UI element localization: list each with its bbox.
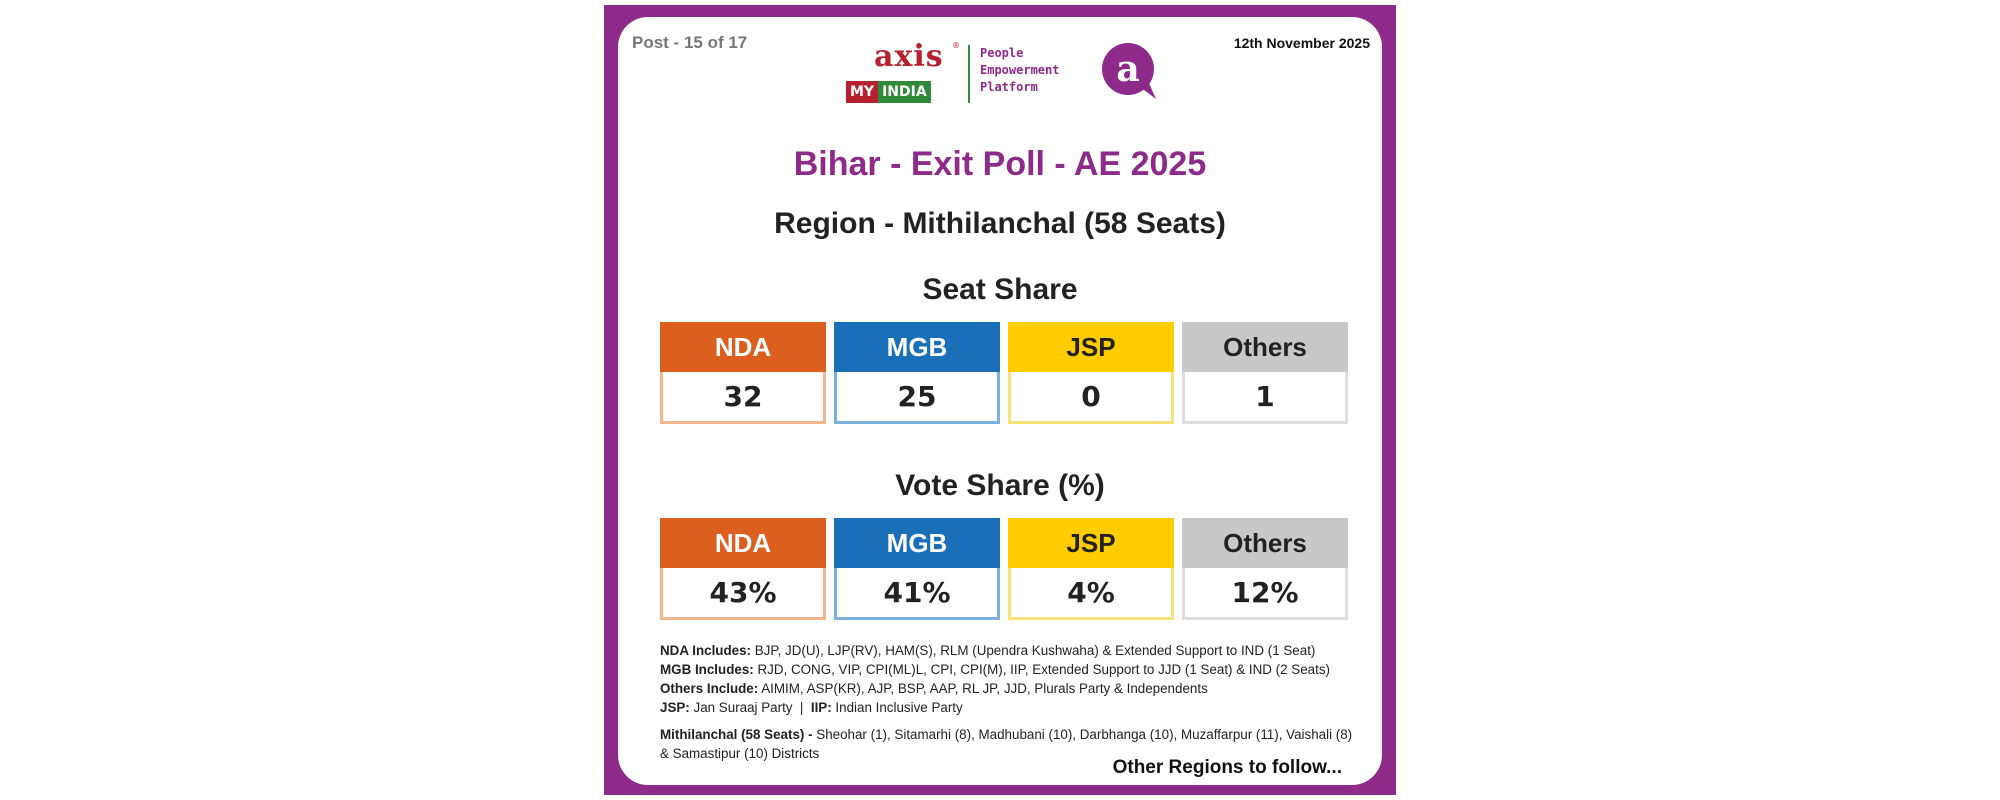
post-counter: Post - 15 of 17 bbox=[632, 33, 748, 52]
tile-label: MGB bbox=[834, 322, 1000, 372]
speech-bubble-a-icon: a bbox=[1102, 43, 1156, 99]
tile-value: 0 bbox=[1008, 372, 1174, 424]
footer-follow-text: Other Regions to follow... bbox=[1112, 757, 1342, 778]
note-jsp-iip: JSP: Jan Suraaj Party | IIP: Indian Incl… bbox=[660, 698, 1360, 717]
note-others-label: Others Include: bbox=[660, 681, 759, 696]
tile-label: MGB bbox=[834, 518, 1000, 568]
note-nda-label: NDA Includes: bbox=[660, 643, 752, 658]
note-others-text: AIMIM, ASP(KR), AJP, BSP, AAP, RL JP, JJ… bbox=[758, 681, 1208, 696]
page-title: Bihar - Exit Poll - AE 2025 bbox=[793, 145, 1207, 183]
logo-divider bbox=[968, 45, 970, 103]
region-title: Region - Mithilanchal (58 Seats) bbox=[774, 207, 1226, 240]
note-nda-text: BJP, JD(U), LJP(RV), HAM(S), RLM (Upendr… bbox=[751, 643, 1316, 658]
badge-letter: a bbox=[1116, 48, 1139, 90]
notes-block: NDA Includes: BJP, JD(U), LJP(RV), HAM(S… bbox=[660, 641, 1360, 763]
note-jsp-text: Jan Suraaj Party | bbox=[689, 700, 811, 715]
seat-tile-jsp: JSP 0 bbox=[1008, 322, 1174, 424]
note-jsp-label: JSP: bbox=[660, 700, 690, 715]
tagline-line-3: Platform bbox=[980, 80, 1038, 94]
note-mith-text: Sheohar (1), Sitamarhi (8), Madhubani (1… bbox=[660, 727, 1353, 761]
tile-value: 41% bbox=[834, 568, 1000, 620]
note-mith-label: Mithilanchal (58 Seats) - bbox=[660, 727, 813, 742]
seat-share-title: Seat Share bbox=[922, 273, 1078, 306]
vote-tile-others: Others 12% bbox=[1182, 518, 1348, 620]
vote-tile-nda: NDA 43% bbox=[660, 518, 826, 620]
vote-tile-jsp: JSP 4% bbox=[1008, 518, 1174, 620]
tile-value: 43% bbox=[660, 568, 826, 620]
logo-axis-text: axis bbox=[874, 39, 944, 74]
note-mgb: MGB Includes: RJD, CONG, VIP, CPI(ML)L, … bbox=[660, 660, 1360, 679]
logo-tagline: People Empowerment Platform bbox=[980, 45, 1059, 96]
tagline-line-2: Empowerment bbox=[980, 63, 1060, 77]
vote-tile-mgb: MGB 41% bbox=[834, 518, 1000, 620]
tile-label: NDA bbox=[660, 518, 826, 568]
poster-card: Post - 15 of 17 12th November 2025 axis … bbox=[618, 17, 1382, 785]
note-iip-label: IIP: bbox=[810, 700, 832, 715]
tile-label: Others bbox=[1182, 322, 1348, 372]
tile-label: JSP bbox=[1008, 322, 1174, 372]
logo-india-text: INDIA bbox=[878, 81, 931, 103]
tile-label: Others bbox=[1182, 518, 1348, 568]
tile-value: 4% bbox=[1008, 568, 1174, 620]
vote-share-tiles: NDA 43% MGB 41% JSP 4% Others 12% bbox=[660, 518, 1348, 620]
logo-registered-mark: ® bbox=[952, 41, 960, 50]
tile-value: 25 bbox=[834, 372, 1000, 424]
logo-my-text: MY bbox=[846, 81, 879, 103]
seat-share-tiles: NDA 32 MGB 25 JSP 0 Others 1 bbox=[660, 322, 1348, 424]
axis-my-india-logo: axis ® MY INDIA People Empowerment Platf… bbox=[846, 39, 1166, 115]
vote-share-title: Vote Share (%) bbox=[895, 469, 1105, 502]
note-mithilanchal: Mithilanchal (58 Seats) - Sheohar (1), S… bbox=[660, 725, 1360, 763]
note-nda: NDA Includes: BJP, JD(U), LJP(RV), HAM(S… bbox=[660, 641, 1360, 660]
poster-frame: Post - 15 of 17 12th November 2025 axis … bbox=[604, 5, 1396, 795]
seat-tile-nda: NDA 32 bbox=[660, 322, 826, 424]
note-iip-text: Indian Inclusive Party bbox=[831, 700, 963, 715]
logo-myindia: MY INDIA bbox=[846, 81, 956, 103]
seat-tile-others: Others 1 bbox=[1182, 322, 1348, 424]
tile-label: JSP bbox=[1008, 518, 1174, 568]
post-date: 12th November 2025 bbox=[1233, 35, 1370, 51]
note-others: Others Include: AIMIM, ASP(KR), AJP, BSP… bbox=[660, 679, 1360, 698]
note-mgb-text: RJD, CONG, VIP, CPI(ML)L, CPI, CPI(M), I… bbox=[753, 662, 1330, 677]
seat-tile-mgb: MGB 25 bbox=[834, 322, 1000, 424]
tile-value: 1 bbox=[1182, 372, 1348, 424]
notes-spacer bbox=[660, 717, 1360, 725]
tagline-line-1: People bbox=[980, 46, 1024, 60]
tile-value: 12% bbox=[1182, 568, 1348, 620]
tile-value: 32 bbox=[660, 372, 826, 424]
tile-label: NDA bbox=[660, 322, 826, 372]
note-mgb-label: MGB Includes: bbox=[660, 662, 754, 677]
